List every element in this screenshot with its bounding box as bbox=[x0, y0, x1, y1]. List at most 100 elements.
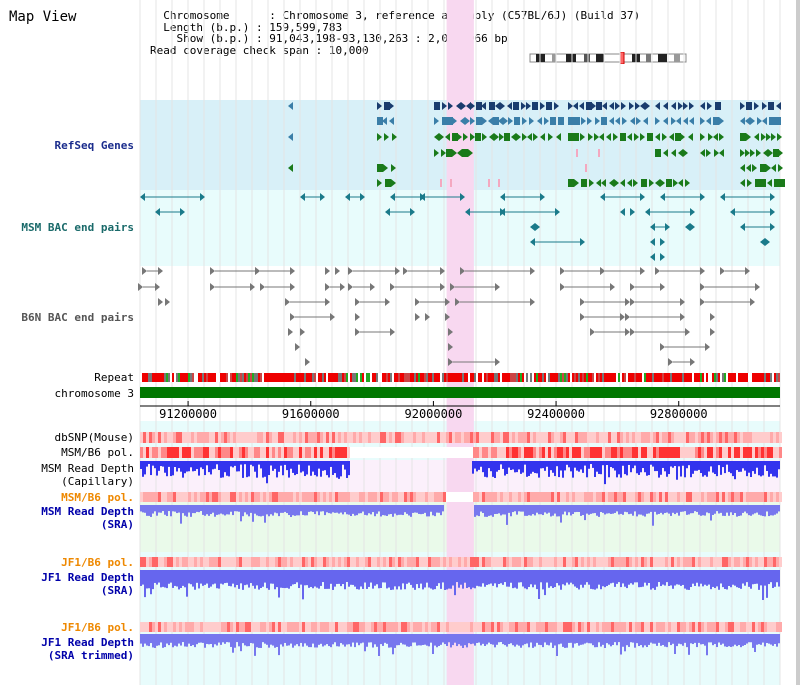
strip-cell bbox=[410, 492, 413, 502]
depth-bar bbox=[680, 570, 682, 586]
depth-bar bbox=[640, 570, 642, 588]
gene-arrow bbox=[377, 133, 382, 141]
depth-bar bbox=[546, 570, 548, 583]
depth-bar bbox=[356, 570, 358, 590]
strip-cell bbox=[650, 432, 653, 443]
depth-bar bbox=[580, 634, 582, 645]
depth-bar bbox=[244, 634, 246, 646]
depth-bar bbox=[214, 570, 216, 584]
strip-cell bbox=[671, 492, 674, 502]
strip-cell bbox=[293, 557, 296, 567]
depth-bar bbox=[754, 634, 756, 653]
repeat-segment bbox=[400, 373, 402, 382]
depth-bar bbox=[518, 461, 520, 470]
strip-cell bbox=[320, 447, 323, 458]
depth-bar bbox=[708, 505, 710, 514]
strip-cell bbox=[176, 432, 179, 443]
depth-bar bbox=[568, 461, 570, 468]
depth-bar bbox=[146, 634, 148, 646]
strip-cell bbox=[362, 432, 365, 443]
strip-cell bbox=[575, 492, 578, 502]
repeat-segment bbox=[158, 373, 160, 382]
depth-bar bbox=[328, 634, 330, 647]
repeat-segment bbox=[452, 373, 454, 382]
strip-cell bbox=[674, 492, 677, 502]
repeat-segment bbox=[720, 373, 722, 382]
repeat-segment bbox=[312, 373, 314, 382]
refseq-track[interactable] bbox=[288, 102, 785, 187]
strip-cell bbox=[449, 432, 452, 443]
strip-cell bbox=[188, 432, 191, 443]
strip-cell bbox=[464, 622, 467, 632]
gene-arrow bbox=[719, 133, 724, 141]
depth-bar bbox=[316, 570, 318, 588]
b6n-bac-label[interactable]: B6N BAC end pairs bbox=[21, 311, 134, 324]
repeat-segment bbox=[458, 373, 460, 382]
depth-bar bbox=[418, 505, 420, 514]
strip-cell bbox=[662, 447, 665, 458]
strip-cell bbox=[392, 447, 395, 458]
repeat-segment bbox=[438, 373, 440, 382]
strip-cell bbox=[518, 622, 521, 632]
depth-bar bbox=[356, 634, 358, 643]
strip-cell bbox=[332, 432, 335, 443]
depth-bar bbox=[160, 570, 162, 588]
repeat-segment bbox=[744, 373, 746, 382]
depth-bar bbox=[472, 634, 474, 644]
depth-bar bbox=[426, 634, 428, 646]
repeat-segment bbox=[580, 373, 582, 382]
repeat-segment bbox=[764, 373, 766, 382]
strip-cell bbox=[755, 557, 758, 567]
strip-cell bbox=[656, 447, 659, 458]
repeat-segment bbox=[488, 373, 490, 382]
strip-cell bbox=[299, 492, 302, 502]
strip-cell bbox=[611, 622, 614, 632]
strip-cell bbox=[509, 432, 512, 443]
strip-cell bbox=[485, 622, 488, 632]
b6n-bac-track[interactable] bbox=[138, 267, 760, 366]
depth-bar bbox=[232, 570, 234, 584]
depth-bar bbox=[276, 505, 278, 514]
strip-cell bbox=[164, 557, 167, 567]
repeat-segment bbox=[428, 373, 430, 382]
refseq-label[interactable]: RefSeq Genes bbox=[54, 139, 134, 152]
depth-bar bbox=[510, 570, 512, 583]
repeat-segment bbox=[198, 373, 200, 382]
msm-bac-track[interactable] bbox=[140, 193, 775, 261]
gene-arrow bbox=[746, 164, 751, 172]
depth-bar bbox=[240, 634, 242, 652]
depth-bar bbox=[718, 634, 720, 643]
strip-cell bbox=[347, 447, 350, 458]
depth-bar bbox=[598, 570, 600, 585]
strip-cell bbox=[770, 492, 773, 502]
depth-bar bbox=[190, 570, 192, 585]
gene-arrow bbox=[688, 133, 693, 141]
depth-bar bbox=[358, 634, 360, 646]
strip-cell bbox=[701, 432, 704, 443]
depth-bar bbox=[606, 505, 608, 514]
strip-cell bbox=[482, 492, 485, 502]
depth-bar bbox=[450, 634, 452, 648]
strip-cell bbox=[575, 557, 578, 567]
bac-end bbox=[530, 267, 535, 275]
depth-bar bbox=[288, 634, 290, 646]
strip-cell bbox=[155, 557, 158, 567]
depth-bar bbox=[282, 570, 284, 588]
depth-bar bbox=[404, 505, 406, 513]
strip-cell bbox=[167, 432, 170, 443]
repeat-segment bbox=[600, 373, 602, 382]
strip-cell bbox=[356, 557, 359, 567]
gene-marker bbox=[440, 179, 442, 187]
strip-cell bbox=[188, 492, 191, 502]
depth-bar bbox=[496, 461, 498, 472]
msm-bac-label[interactable]: MSM BAC end pairs bbox=[21, 221, 134, 234]
depth-bar bbox=[752, 505, 754, 515]
bac-end bbox=[620, 313, 625, 321]
bac-end bbox=[660, 343, 665, 351]
depth-bar bbox=[402, 505, 404, 516]
strip-cell bbox=[242, 557, 245, 567]
depth-bar bbox=[626, 634, 628, 646]
strip-cell bbox=[539, 447, 542, 458]
strip-cell bbox=[173, 447, 176, 458]
